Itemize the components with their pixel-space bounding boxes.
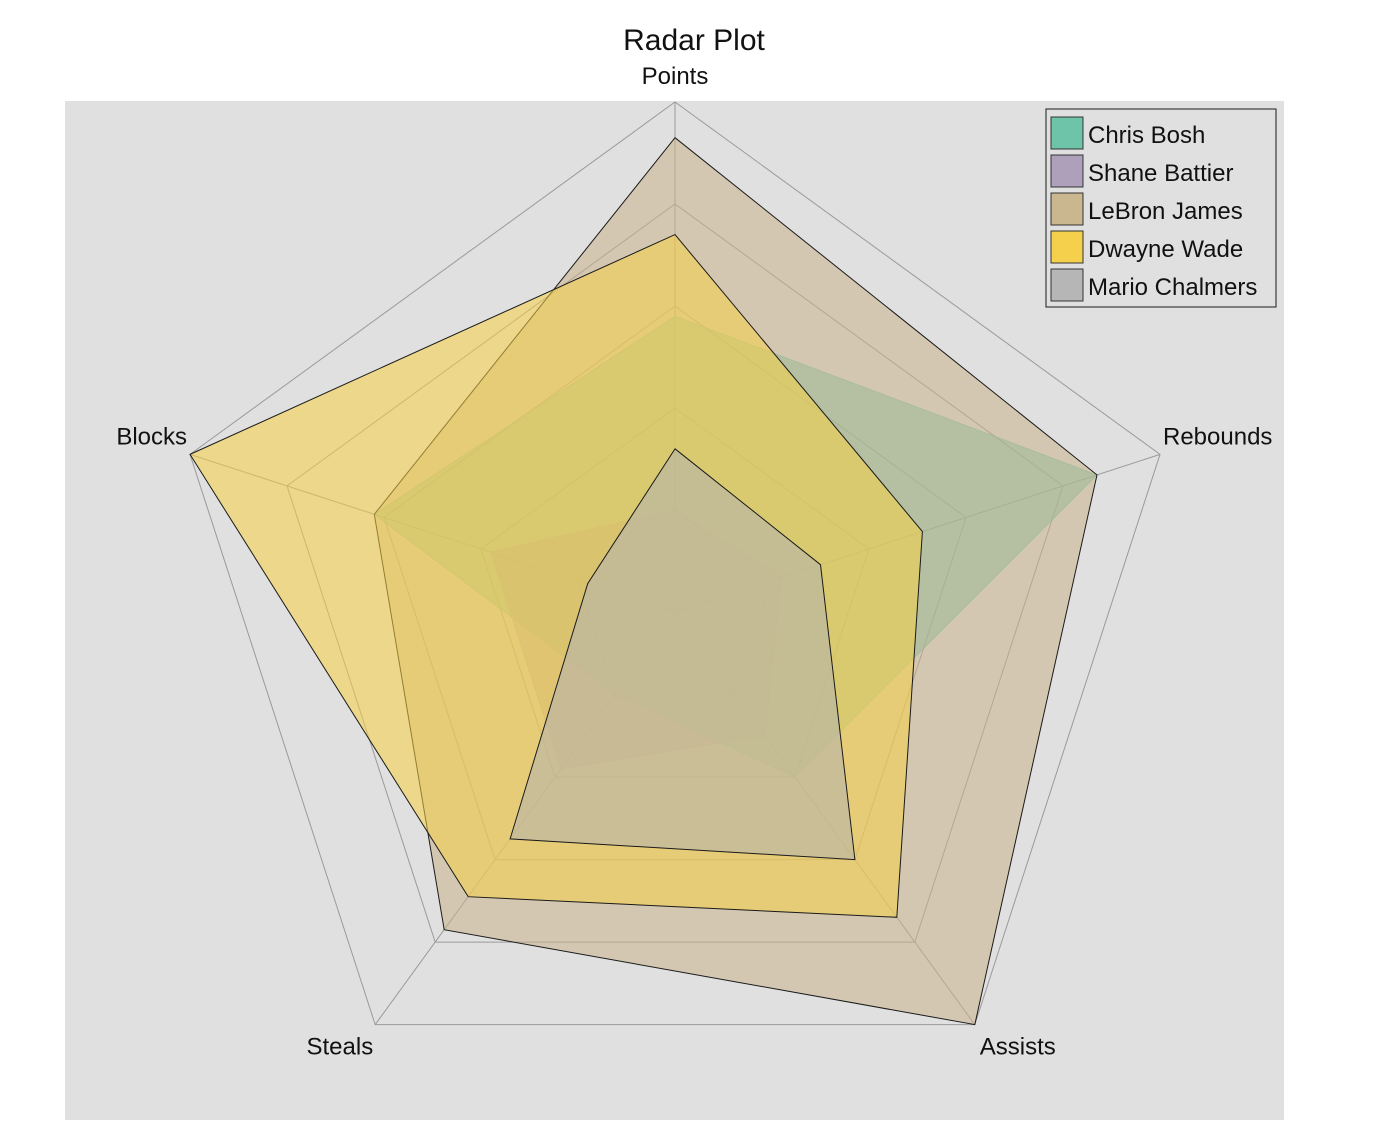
grid-ring <box>189 101 1161 1026</box>
legend-label: Chris Bosh <box>1088 122 1205 149</box>
legend-box <box>1045 108 1277 308</box>
legend-label: Shane Battier <box>1088 160 1233 187</box>
legend-label: Mario Chalmers <box>1088 274 1257 301</box>
legend-swatch <box>1050 116 1084 150</box>
legend-swatch <box>1050 192 1084 226</box>
chart-title: Radar Plot <box>623 24 765 57</box>
legend: Chris Bosh Shane Battier LeBron James Dwayn… <box>1045 108 1277 308</box>
axis-label-rebounds: Rebounds <box>1163 423 1272 450</box>
legend-swatch <box>1050 230 1084 264</box>
axis-label-assists: Assists <box>980 1034 1056 1061</box>
radar-series <box>189 136 1098 1026</box>
legend-label: LeBron James <box>1088 198 1243 225</box>
legend-swatch <box>1050 154 1084 188</box>
axis-label-points: Points <box>642 63 709 90</box>
axis-label-steals: Steals <box>306 1034 373 1061</box>
legend-label: Dwayne Wade <box>1088 236 1243 263</box>
axis-labels: Points Rebounds Assists Steals Blocks <box>116 63 1272 1061</box>
axis-label-blocks: Blocks <box>116 423 187 450</box>
series-area <box>509 448 856 861</box>
legend-swatch <box>1050 268 1084 302</box>
